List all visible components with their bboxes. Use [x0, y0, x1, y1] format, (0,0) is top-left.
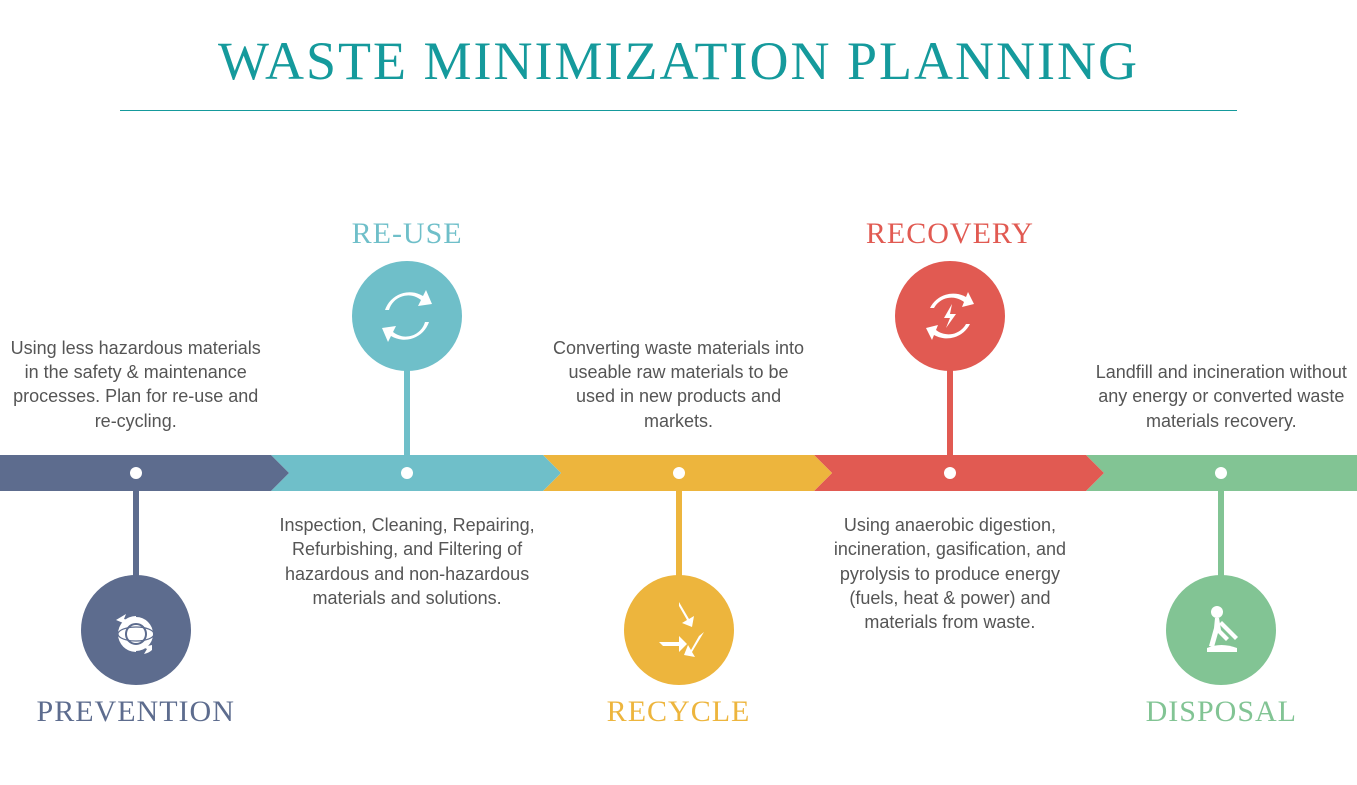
swap-arrows-icon	[375, 284, 439, 348]
stem	[676, 491, 682, 581]
title-divider	[120, 110, 1237, 111]
timeline-dot	[401, 467, 413, 479]
stage-recycle: RECYCLE Converting waste materials into …	[543, 455, 814, 491]
timeline: PREVENTION Using less hazardous material…	[0, 455, 1357, 491]
timeline-dot	[673, 467, 685, 479]
prevention-desc: Using less hazardous materials in the sa…	[6, 336, 266, 433]
prevention-label: PREVENTION	[37, 695, 235, 729]
recovery-icon-circle	[895, 261, 1005, 371]
prevention-icon-circle	[81, 575, 191, 685]
globe-recycle-icon	[104, 598, 168, 662]
recovery-label: RECOVERY	[866, 217, 1034, 251]
timeline-dot	[130, 467, 142, 479]
disposal-label: DISPOSAL	[1146, 695, 1297, 729]
stage-recovery: RECOVERY Using anaerobic digestion, inci…	[814, 455, 1085, 491]
stage-prevention: PREVENTION Using less hazardous material…	[0, 455, 271, 491]
timeline-dot	[944, 467, 956, 479]
person-dig-icon	[1189, 598, 1253, 662]
stage-disposal: DISPOSAL Landfill and incineration witho…	[1086, 455, 1357, 491]
stem	[404, 365, 410, 455]
recovery-desc: Using anaerobic digestion, incineration,…	[820, 513, 1080, 634]
stage-reuse: RE-USE Inspection, Cleaning, Repairing, …	[271, 455, 542, 491]
stem	[133, 491, 139, 581]
recycle-label: RECYCLE	[607, 695, 751, 729]
recycle-desc: Converting waste materials into useable …	[549, 336, 809, 433]
energy-cycle-icon	[918, 284, 982, 348]
stem	[1218, 491, 1224, 581]
recycle-icon-circle	[624, 575, 734, 685]
reuse-desc: Inspection, Cleaning, Repairing, Refurbi…	[277, 513, 537, 610]
disposal-desc: Landfill and incineration without any en…	[1091, 360, 1351, 433]
timeline-dot	[1215, 467, 1227, 479]
recycle-triangle-icon	[647, 598, 711, 662]
page-title: WASTE MINIMIZATION PLANNING	[0, 0, 1357, 92]
reuse-label: RE-USE	[352, 217, 463, 251]
disposal-icon-circle	[1166, 575, 1276, 685]
reuse-icon-circle	[352, 261, 462, 371]
stem	[947, 365, 953, 455]
